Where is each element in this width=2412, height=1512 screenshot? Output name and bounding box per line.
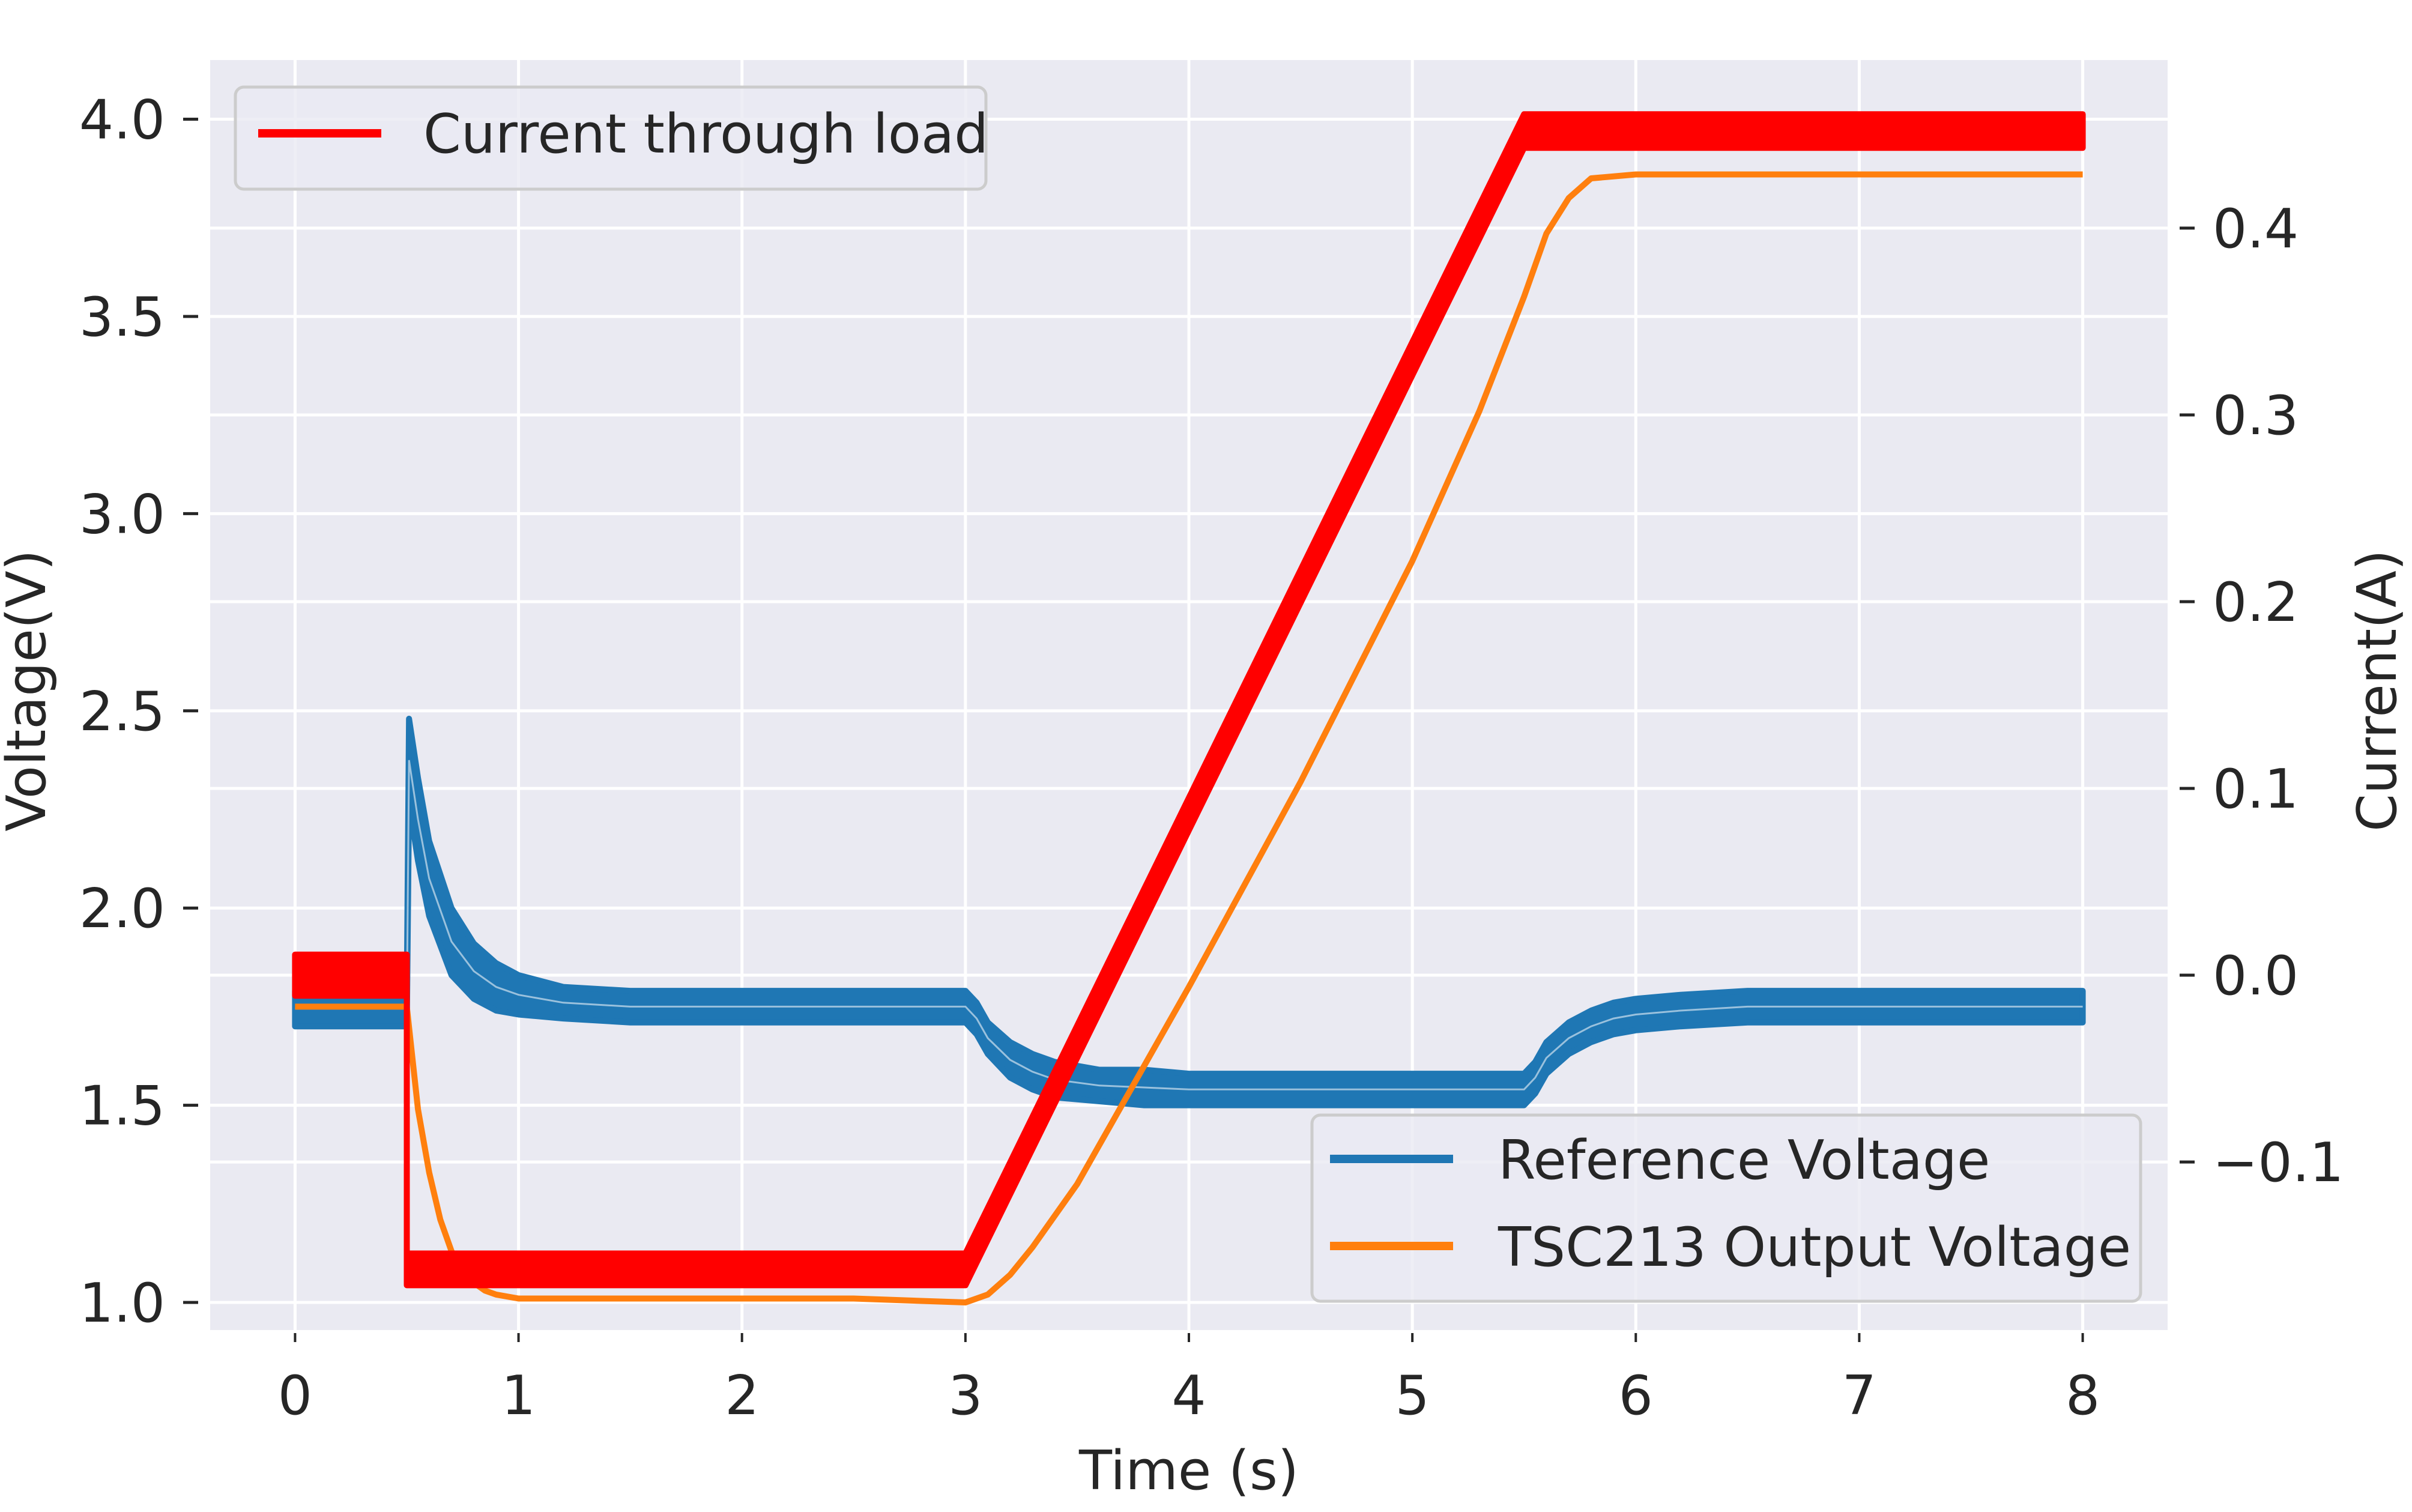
legend-box <box>234 85 988 191</box>
legend-voltage: Reference Voltage TSC213 Output Voltage <box>1310 1113 2142 1303</box>
left-y-tick-label: 3.5 <box>79 286 165 349</box>
x-tick-label: 3 <box>948 1364 982 1427</box>
left-y-tick-label: 3.0 <box>79 483 165 546</box>
legend-box <box>1310 1113 2142 1303</box>
x-tick-label: 8 <box>2066 1364 2100 1427</box>
series-band <box>292 111 2086 1289</box>
right-y-tick-label: 0.4 <box>2213 198 2299 261</box>
series-current-through-load <box>292 111 2086 1289</box>
series-tsc213-output-voltage <box>295 171 2083 1305</box>
x-tick-label: 2 <box>725 1364 759 1427</box>
right-y-axis-ticks: −0.1 0.0 0.1 0.2 0.3 0.4 <box>2180 198 2344 1194</box>
left-y-axis-label: Voltage(V) <box>0 549 58 831</box>
legend-label-tsc213: TSC213 Output Voltage <box>1498 1216 2131 1279</box>
right-y-tick-label: −0.1 <box>2213 1131 2344 1194</box>
left-y-tick-label: 1.0 <box>79 1272 165 1335</box>
left-y-tick-label: 1.5 <box>79 1075 165 1138</box>
left-y-tick-label: 2.5 <box>79 680 165 743</box>
x-tick-label: 4 <box>1171 1364 1206 1427</box>
right-y-tick-label: 0.2 <box>2213 571 2299 634</box>
left-y-tick-label: 2.0 <box>79 877 165 940</box>
x-tick-label: 7 <box>1842 1364 1876 1427</box>
series-layer <box>292 111 2086 1305</box>
series-reference-voltage <box>292 715 2086 1108</box>
x-axis-ticks: 0 1 2 3 4 5 6 7 8 <box>278 1333 2100 1427</box>
series-band <box>292 715 2086 1108</box>
x-axis-label: Time (s) <box>1078 1439 1299 1502</box>
legend-label-reference: Reference Voltage <box>1498 1129 1990 1192</box>
left-y-tick-label: 4.0 <box>79 89 165 152</box>
x-tick-label: 0 <box>278 1364 312 1427</box>
legend-label-current: Current through load <box>423 103 988 166</box>
x-tick-label: 5 <box>1395 1364 1430 1427</box>
x-tick-label: 1 <box>501 1364 536 1427</box>
legend-current: Current through load <box>234 85 988 191</box>
left-y-axis-ticks: 1.0 1.5 2.0 2.5 3.0 3.5 4.0 <box>79 89 198 1335</box>
right-y-tick-label: 0.1 <box>2213 758 2299 821</box>
right-y-tick-label: 0.0 <box>2213 945 2299 1008</box>
series-line <box>295 171 2083 1305</box>
x-tick-label: 6 <box>1619 1364 1653 1427</box>
series-midline <box>295 760 2083 1090</box>
right-y-axis-label: Current(A) <box>2346 549 2409 832</box>
right-y-tick-label: 0.3 <box>2213 384 2299 447</box>
